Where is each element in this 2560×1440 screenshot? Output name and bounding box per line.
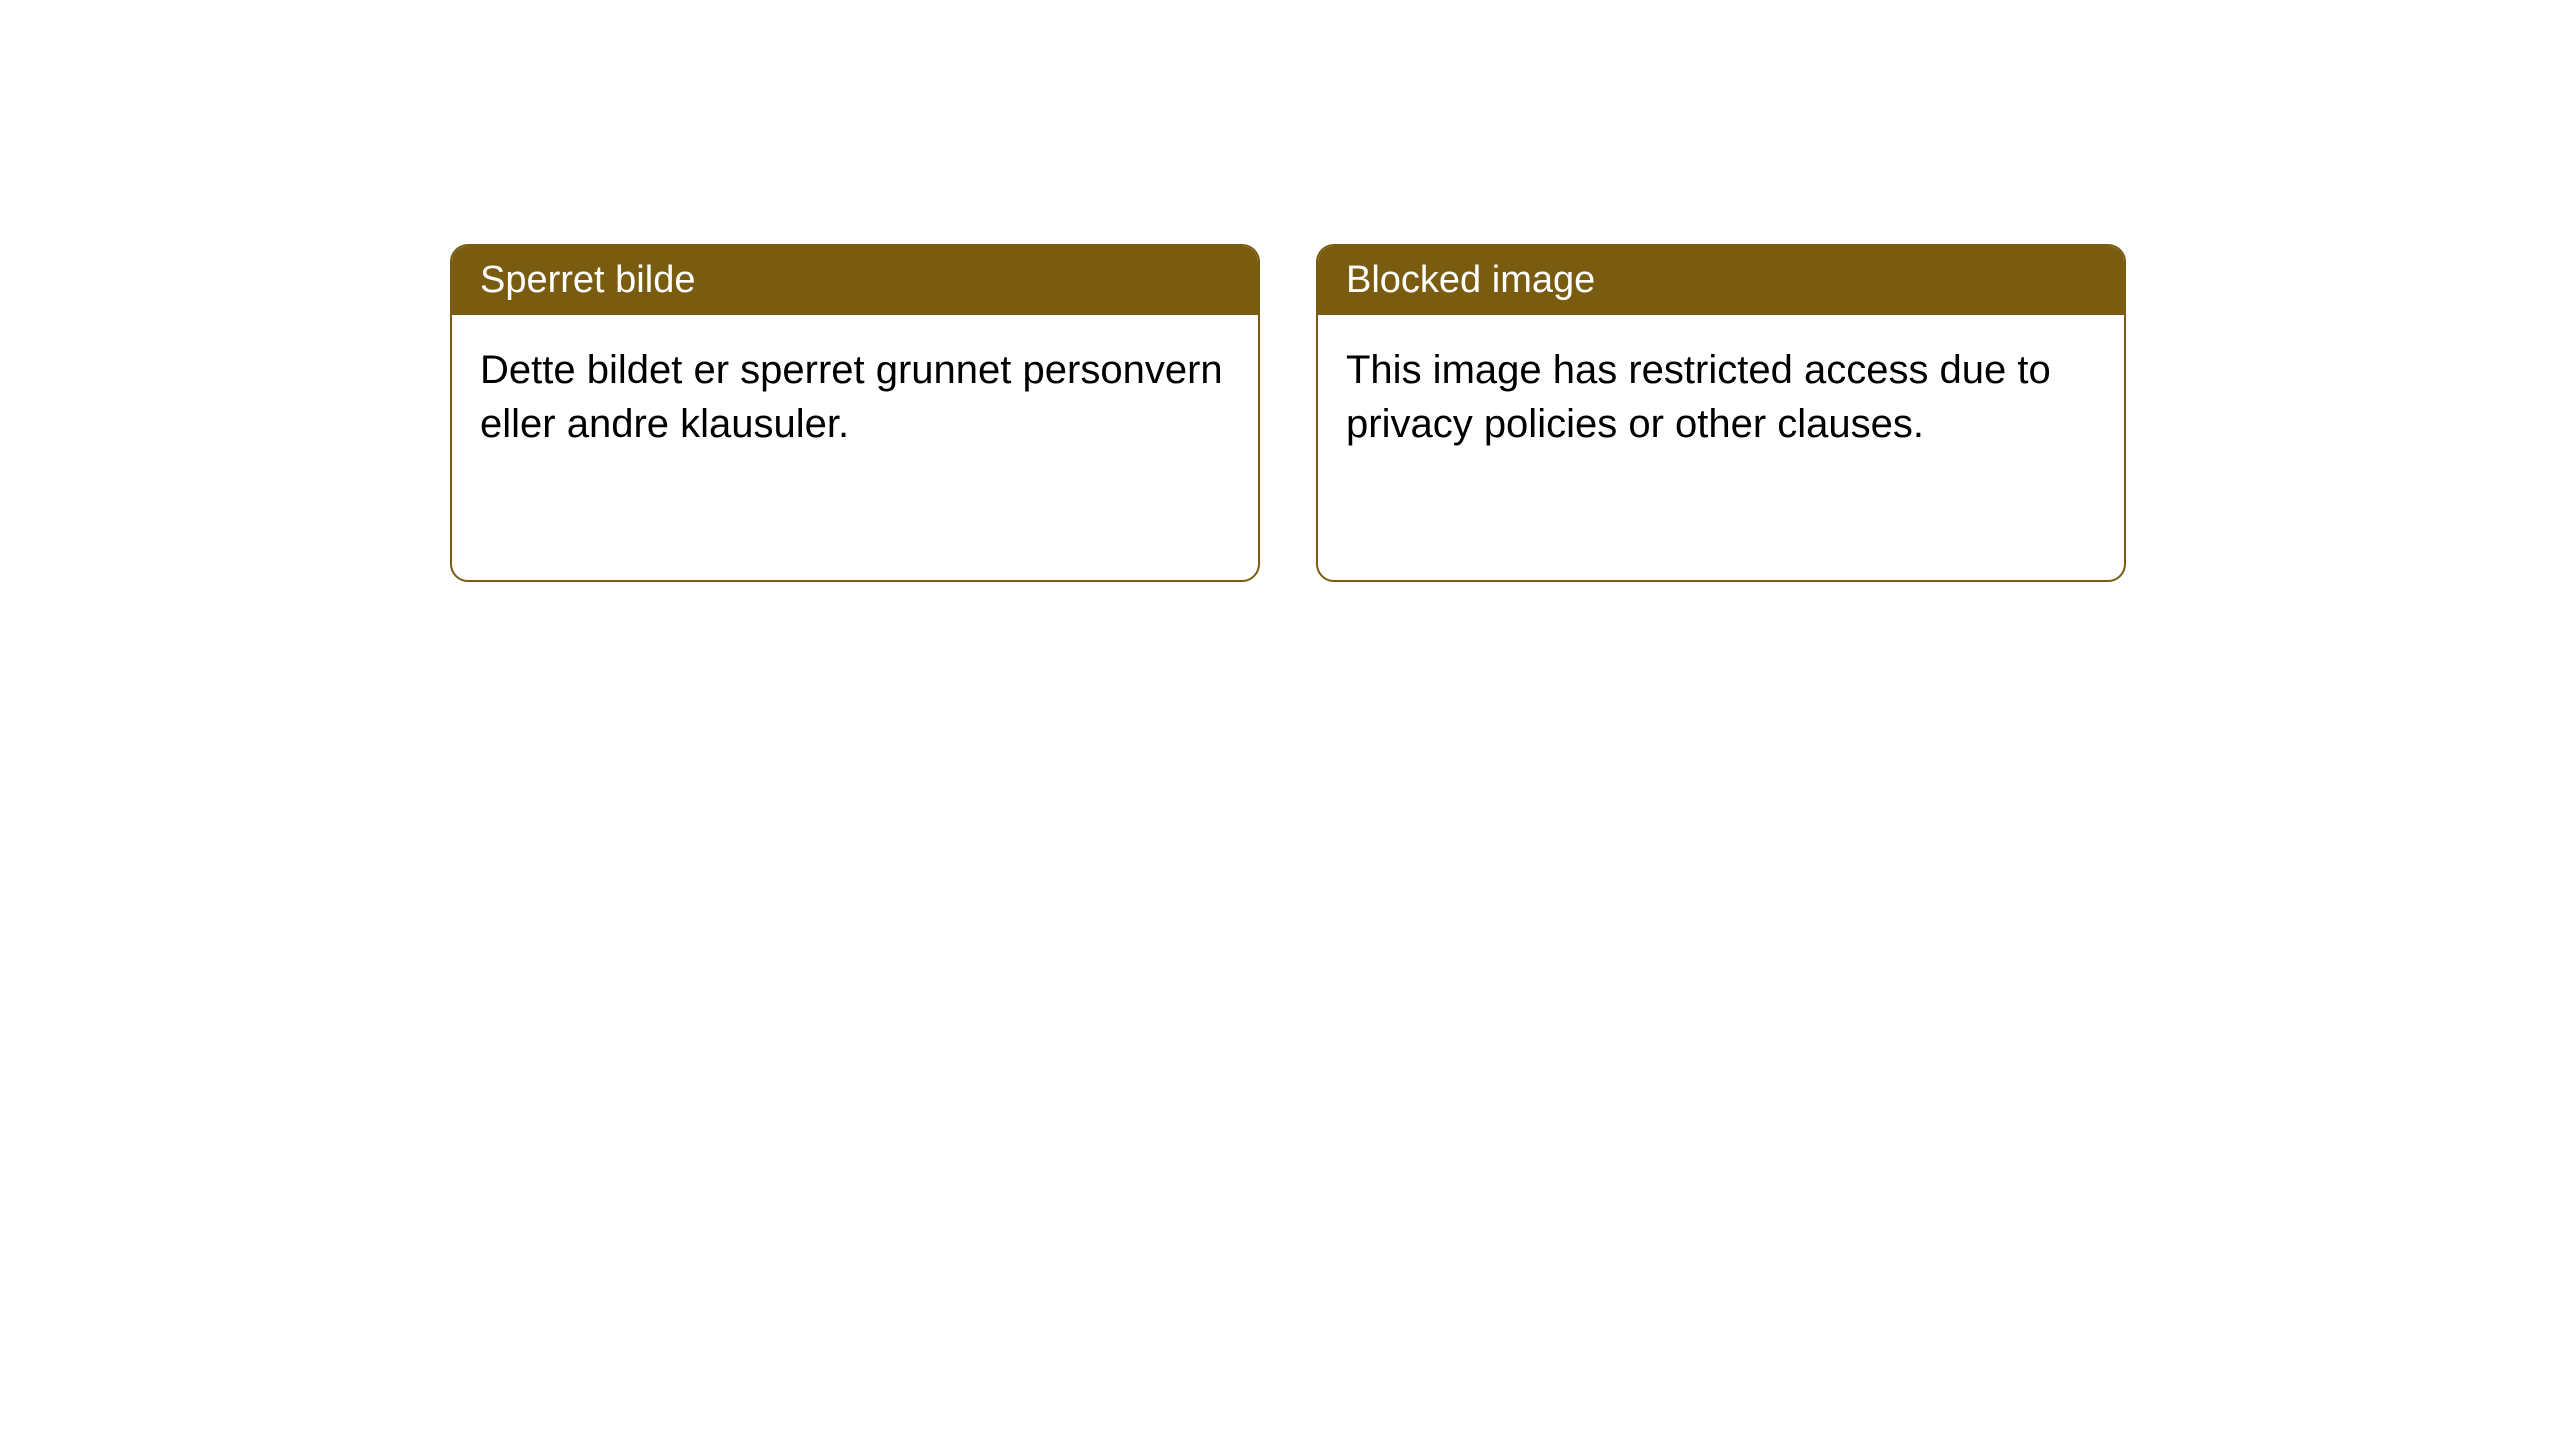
notice-card-norwegian: Sperret bilde Dette bildet er sperret gr…: [450, 244, 1260, 582]
notice-container: Sperret bilde Dette bildet er sperret gr…: [0, 0, 2560, 582]
notice-title: Sperret bilde: [452, 246, 1258, 315]
notice-title: Blocked image: [1318, 246, 2124, 315]
notice-body-text: This image has restricted access due to …: [1318, 315, 2124, 479]
notice-body-text: Dette bildet er sperret grunnet personve…: [452, 315, 1258, 479]
notice-card-english: Blocked image This image has restricted …: [1316, 244, 2126, 582]
